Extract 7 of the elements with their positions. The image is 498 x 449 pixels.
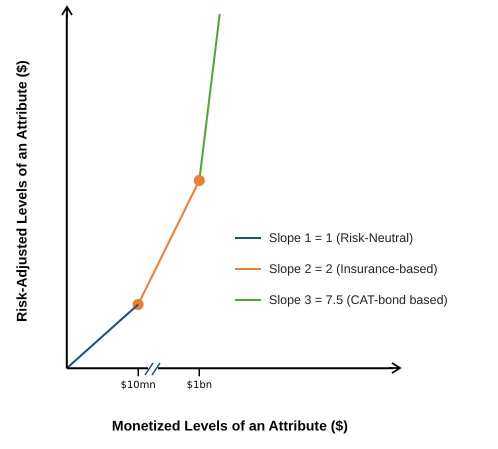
x-tick-label: $1bn bbox=[186, 380, 212, 391]
legend-label: Slope 2 = 2 (Insurance-based) bbox=[269, 262, 438, 276]
x-axis-title: Monetized Levels of an Attribute ($) bbox=[112, 417, 348, 434]
legend-label: Slope 1 = 1 (Risk-Neutral) bbox=[269, 230, 414, 244]
y-axis-title: Risk-Adjusted Levels of an Attribute ($) bbox=[13, 60, 30, 322]
x-tick-label: $10mn bbox=[120, 380, 156, 391]
legend-label: Slope 3 = 7.5 (CAT-bond based) bbox=[269, 292, 448, 306]
